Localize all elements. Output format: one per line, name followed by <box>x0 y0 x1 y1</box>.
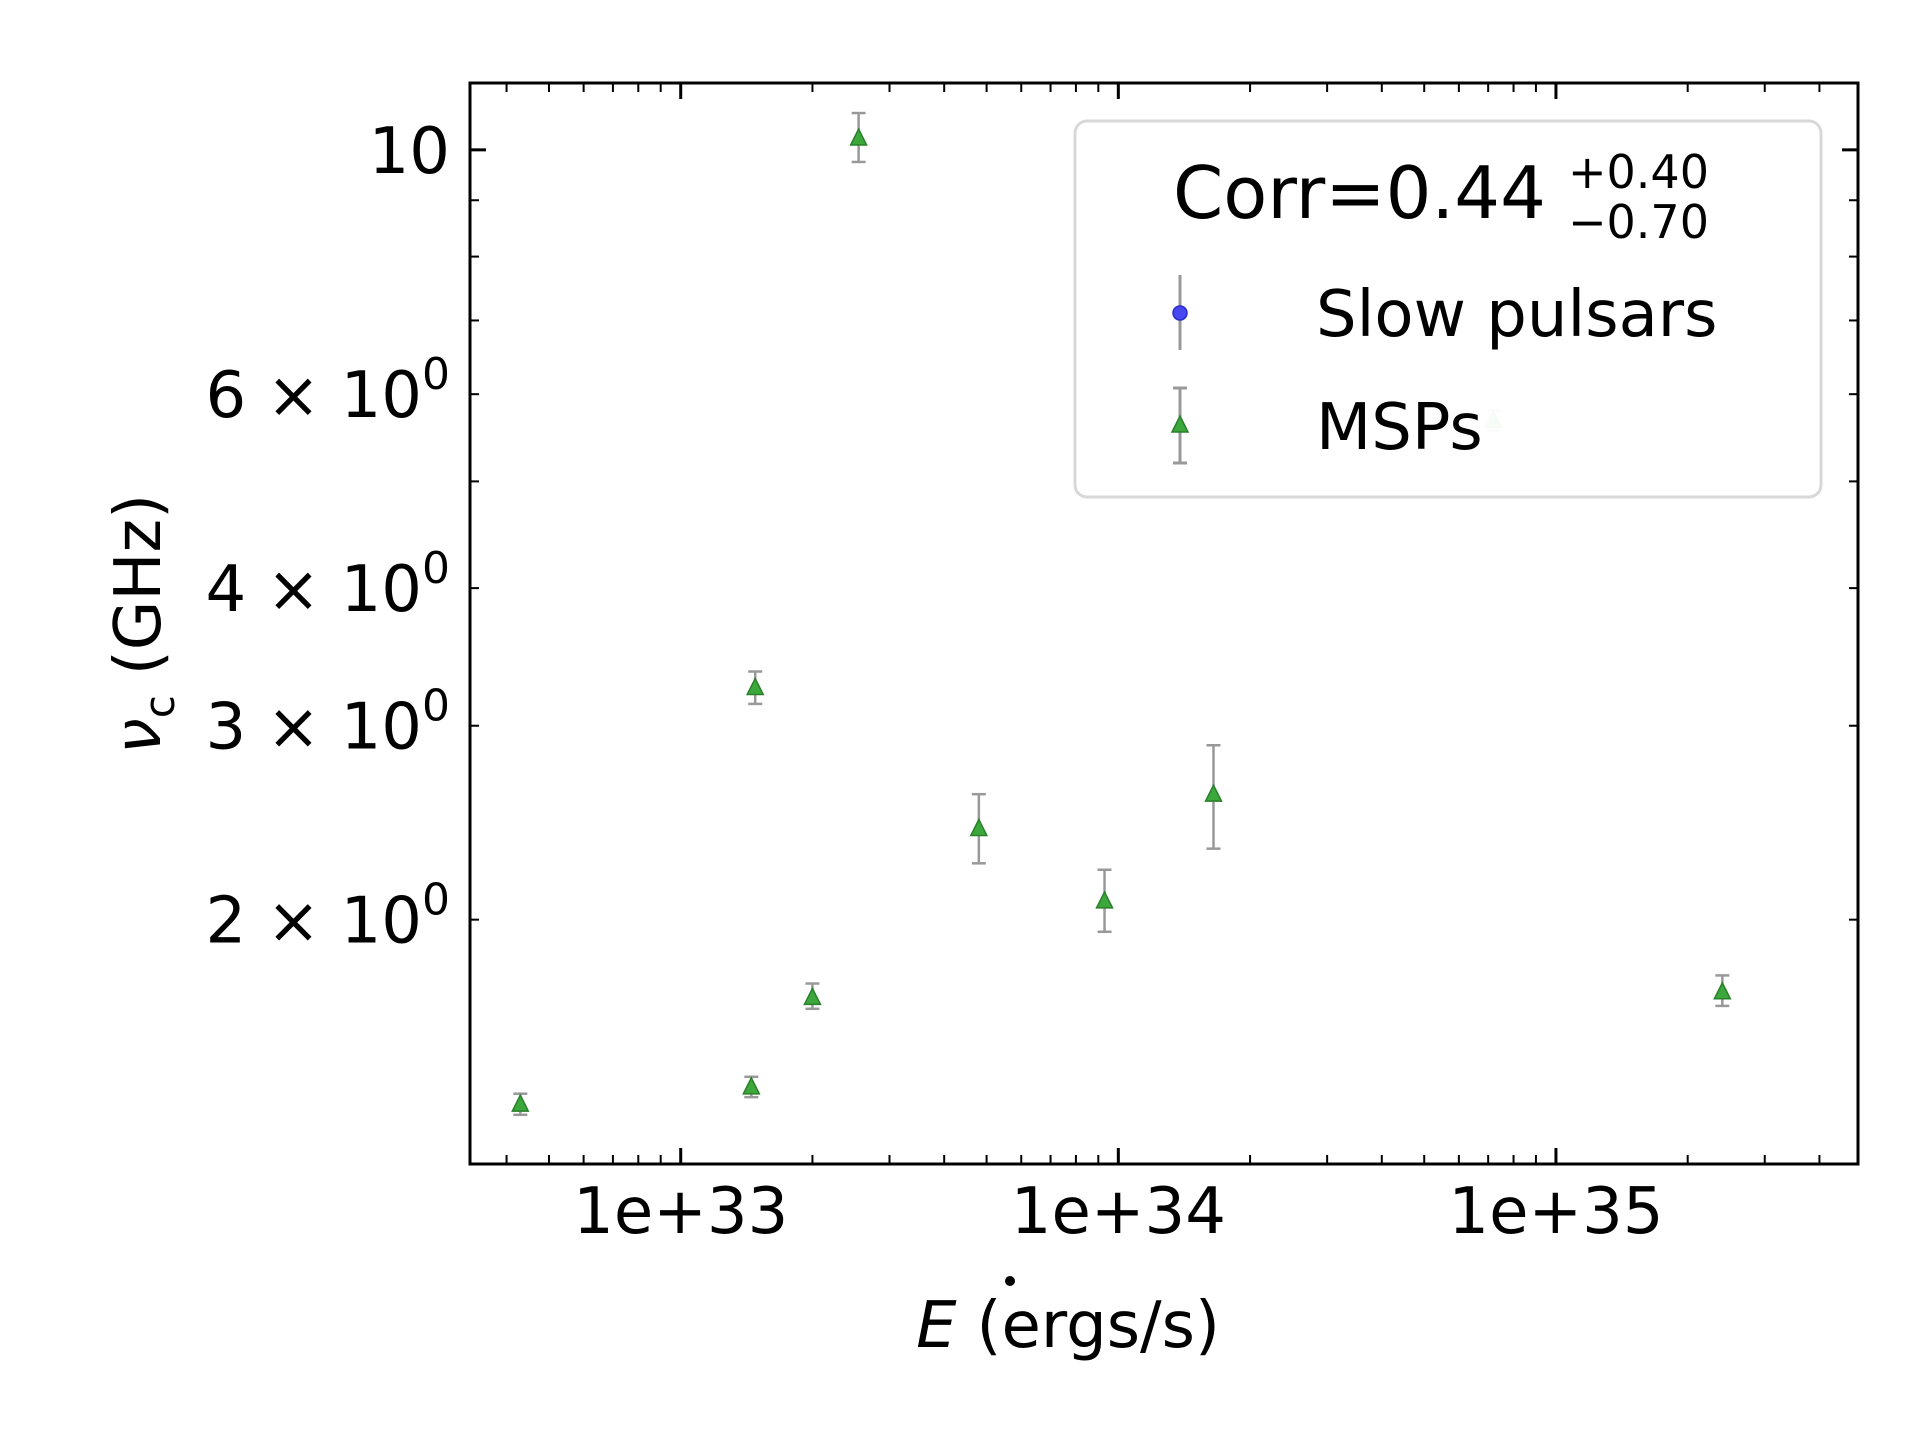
legend-box <box>1073 119 1823 499</box>
triangle-marker <box>803 986 822 1006</box>
y-axis-subscript: c <box>135 695 184 718</box>
msp-point <box>803 982 822 1011</box>
x-tick-label: 1e+34 <box>1011 1175 1226 1249</box>
msp-point <box>969 792 989 865</box>
y-tick-label: 6 × 100 <box>206 349 450 433</box>
msp-point <box>849 111 868 164</box>
legend-label-slow-pulsars: Slow pulsars <box>1316 278 1717 352</box>
x-axis-unit: (ergs/s) <box>977 1289 1220 1363</box>
legend-marker-triangle <box>1170 414 1190 433</box>
triangle-marker <box>1204 783 1223 802</box>
legend-title-sub: −0.70 <box>1568 195 1709 249</box>
msp-point <box>511 1092 530 1117</box>
triangle-marker <box>969 817 989 837</box>
x-axis-symbol: E <box>916 1289 957 1363</box>
plot-frame <box>468 81 1860 1166</box>
y-tick-label: 10 <box>369 115 450 189</box>
x-axis-label: E (ergs/s) <box>916 1289 1220 1363</box>
triangle-marker <box>742 1076 761 1095</box>
legend-title: Corr=0.44 <box>1173 151 1546 235</box>
x-axis-symbol-dot <box>1005 1276 1015 1286</box>
triangle-marker <box>849 127 868 146</box>
y-tick-label: 2 × 100 <box>206 875 450 959</box>
triangle-marker <box>1095 890 1114 909</box>
y-axis-unit: (GHz) <box>102 494 176 675</box>
legend-entry-msps: MSPs <box>1170 386 1483 465</box>
msp-point <box>742 1075 761 1099</box>
y-tick-label: 4 × 100 <box>206 543 450 627</box>
triangle-marker <box>1713 981 1732 1000</box>
legend-title-sup: +0.40 <box>1568 145 1709 199</box>
tick-labels: 1e+33 1e+34 1e+35 10 6 × 100 4 × 100 3 × 100 2 … <box>206 115 1664 1249</box>
msp-point <box>746 670 765 706</box>
triangle-marker <box>746 676 765 696</box>
y-axis-label: νc (GHz) <box>102 494 184 754</box>
x-tick-label: 1e+33 <box>573 1175 788 1249</box>
legend: Corr=0.44 +0.40 −0.70 Slow pulsars MSPs <box>1073 119 1823 499</box>
triangle-marker <box>511 1093 530 1112</box>
legend-marker-circle <box>1172 305 1188 321</box>
y-axis-symbol: ν <box>102 718 176 754</box>
msp-point <box>1713 974 1732 1008</box>
legend-entry-slow-pulsars: Slow pulsars <box>1172 275 1717 352</box>
msp-point <box>1204 744 1223 850</box>
legend-label-msps: MSPs <box>1316 391 1483 465</box>
y-tick-label: 3 × 100 <box>206 681 450 765</box>
x-tick-label: 1e+35 <box>1448 1175 1663 1249</box>
msp-point <box>1095 868 1114 934</box>
